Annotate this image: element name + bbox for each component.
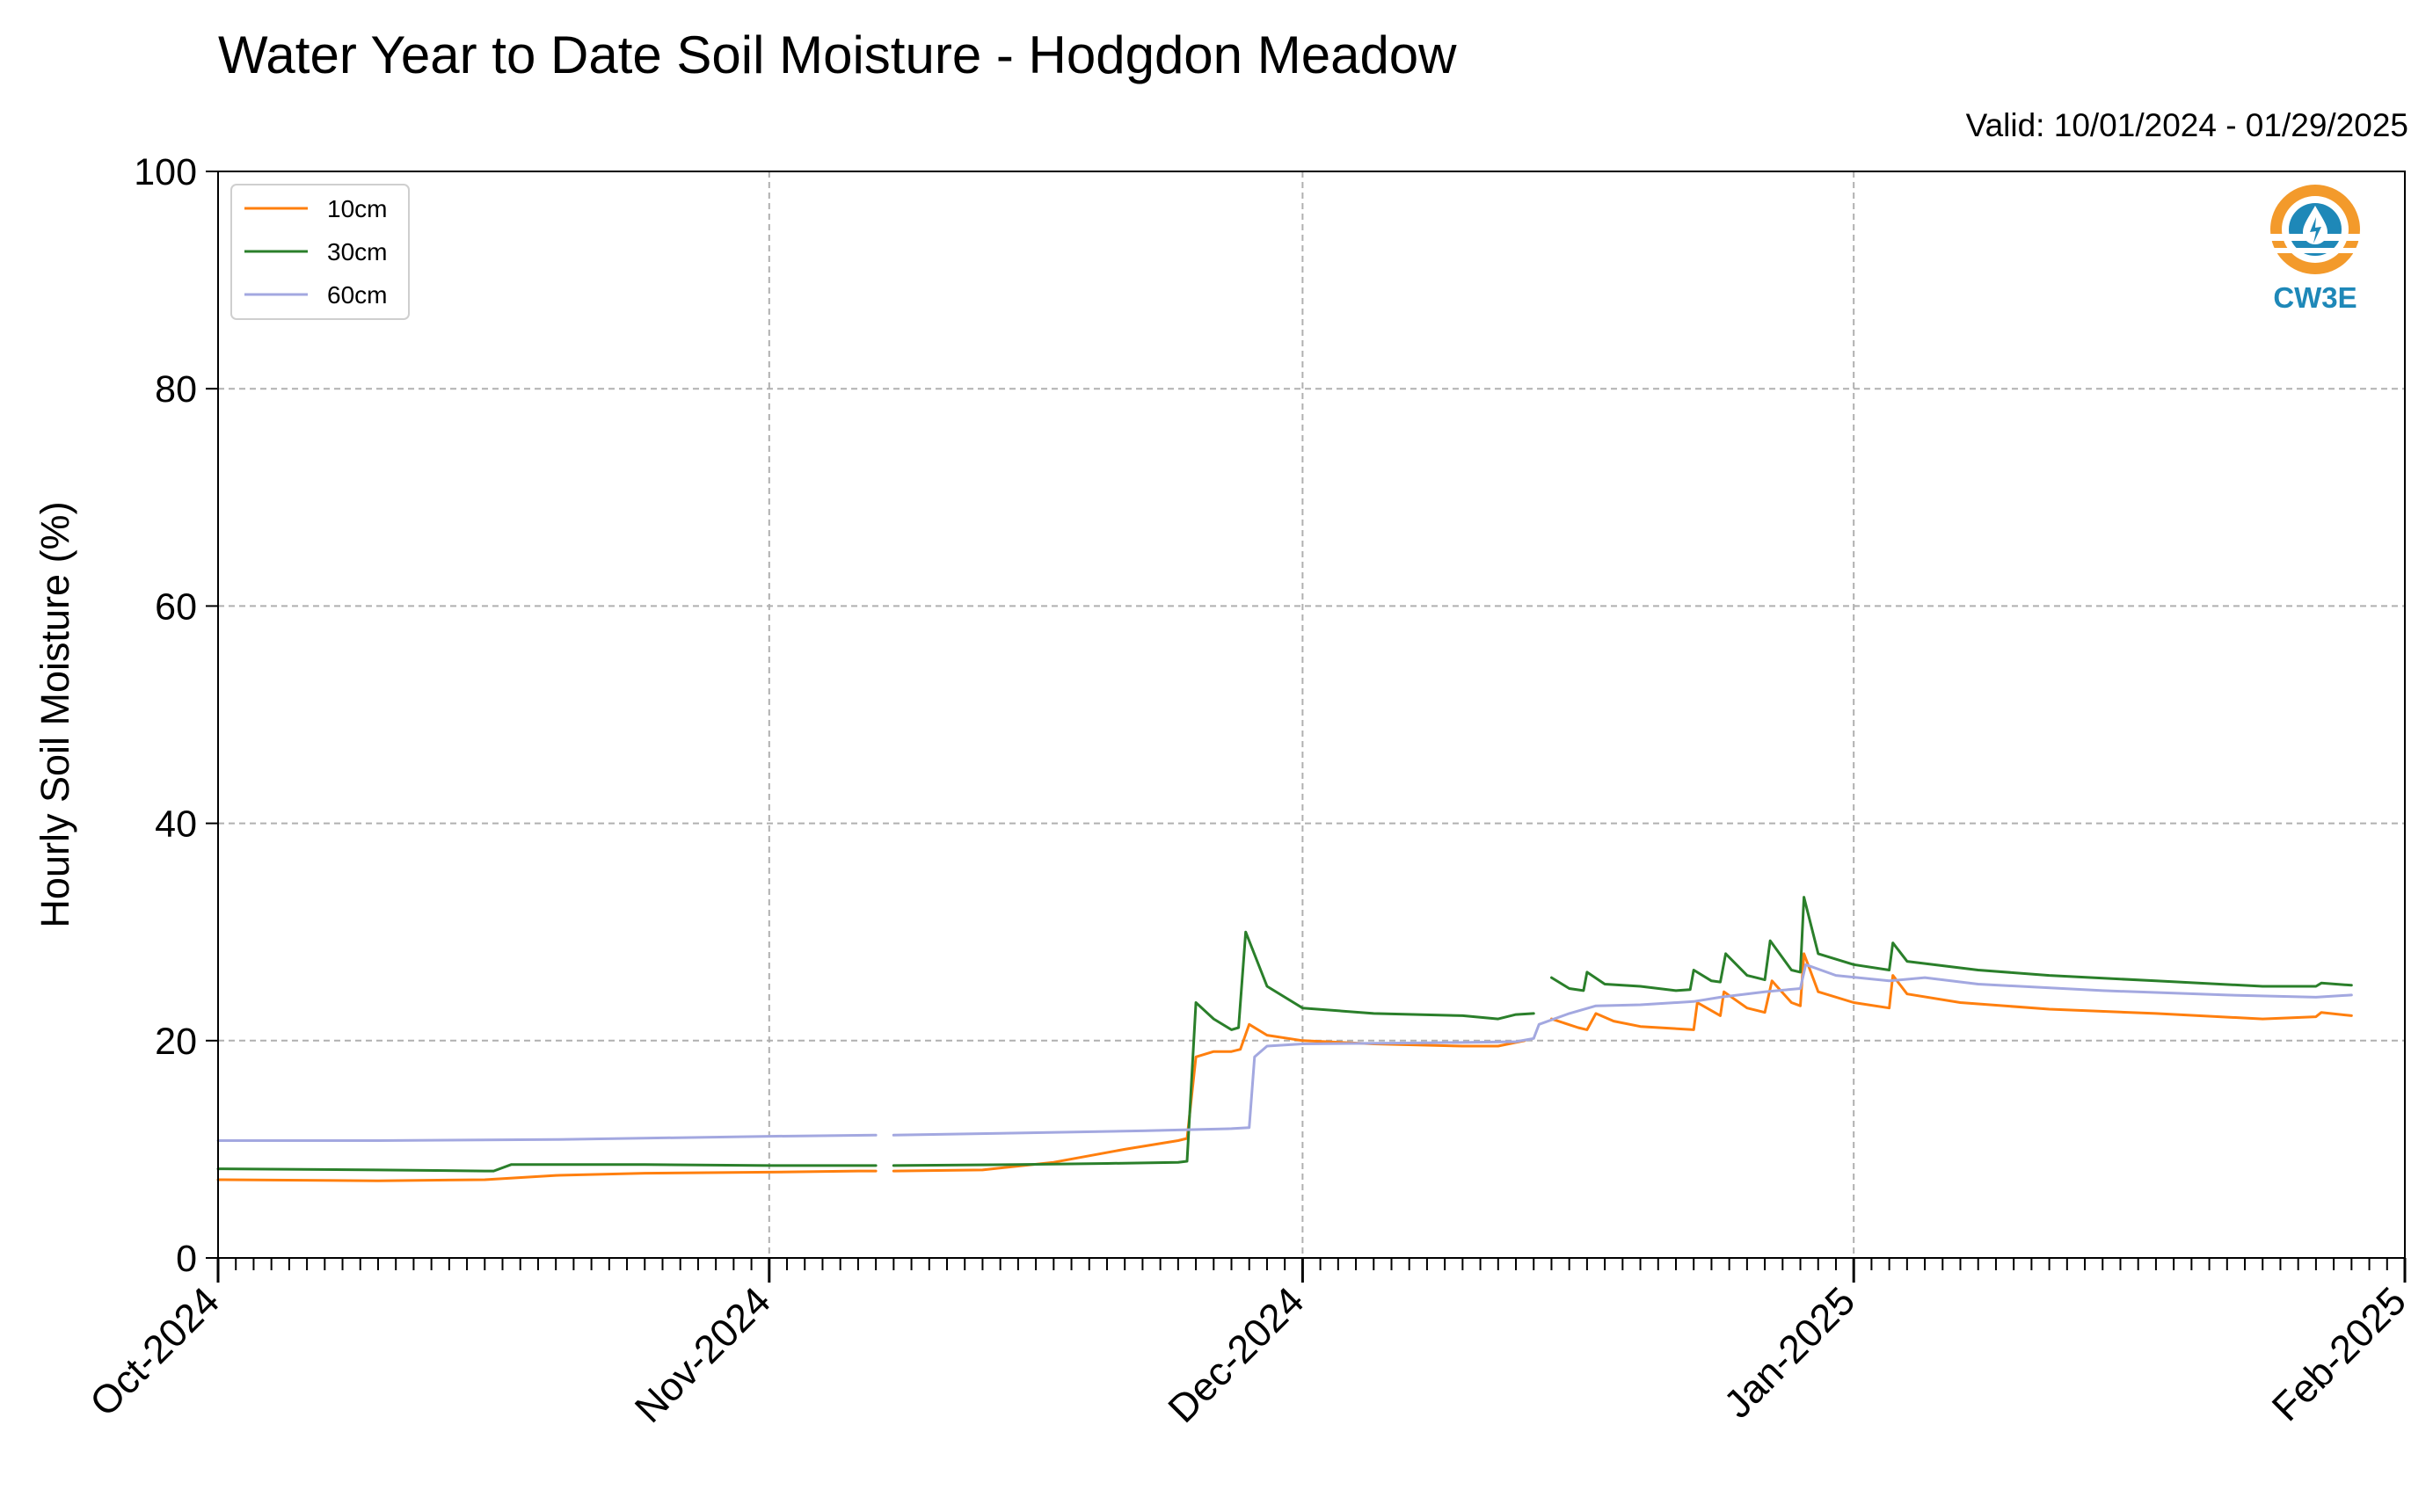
y-tick-label: 60	[155, 585, 197, 628]
axes: 0 20 40 60 80 100 Oct-2024 Nov-2024 Dec-2024 Jan-…	[81, 151, 2415, 1431]
y-tick-label: 80	[155, 368, 197, 411]
series-line-60cm	[216, 1133, 878, 1142]
legend-box	[230, 184, 410, 320]
series-line-30cm	[892, 930, 1535, 1167]
valid-date-range: Valid: 10/01/2024 - 01/29/2025	[1965, 107, 2408, 143]
series-lines	[216, 896, 2353, 1182]
y-tick-label: 20	[155, 1021, 197, 1063]
series-line-10cm	[892, 1022, 1526, 1173]
chart-title: Water Year to Date Soil Moisture - Hodgd…	[218, 25, 1457, 84]
x-tick-label: Jan-2025	[1715, 1278, 1864, 1427]
series-line-60cm	[892, 963, 2353, 1137]
legend-label-60cm: 60cm	[327, 281, 387, 309]
cw3e-logo: CW3E	[2269, 185, 2362, 314]
grid-lines	[218, 171, 2405, 1258]
series-line-30cm	[1550, 896, 2353, 992]
x-tick-label: Oct-2024	[81, 1278, 228, 1425]
legend: 10cm 30cm 60cm	[230, 184, 410, 320]
legend-label-10cm: 10cm	[327, 195, 387, 222]
logo-text: CW3E	[2273, 281, 2357, 314]
series-line-10cm	[216, 1169, 878, 1182]
y-tick-label: 0	[176, 1238, 197, 1280]
y-axis-label: Hourly Soil Moisture (%)	[33, 501, 77, 927]
plot-frame	[217, 171, 2406, 1259]
y-tick-label: 40	[155, 803, 197, 846]
series-line-30cm	[216, 1163, 878, 1173]
x-tick-label: Nov-2024	[626, 1278, 779, 1431]
x-tick-label: Feb-2025	[2263, 1278, 2415, 1429]
series-line-10cm	[1550, 952, 2353, 1031]
y-tick-label: 100	[134, 151, 197, 193]
x-tick-label: Dec-2024	[1159, 1278, 1312, 1431]
legend-label-30cm: 30cm	[327, 238, 387, 265]
